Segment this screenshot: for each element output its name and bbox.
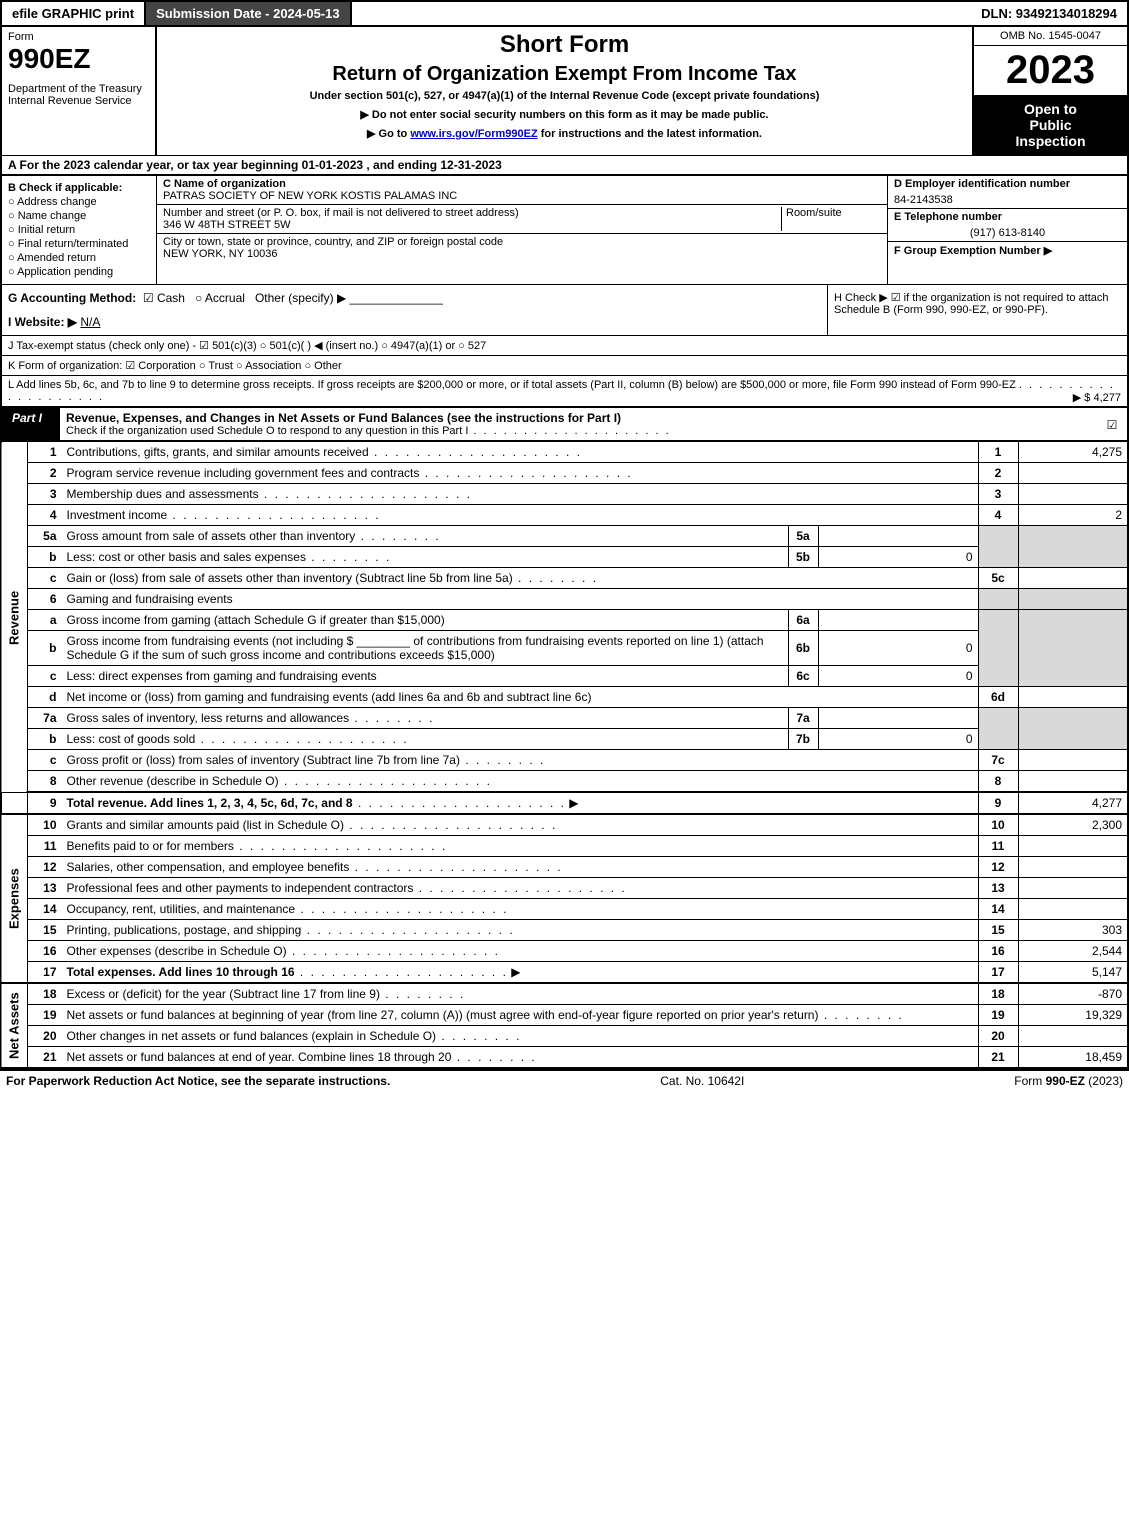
sec-i: I Website: ▶ N/A: [8, 315, 821, 329]
f-group-exemption: F Group Exemption Number ▶: [888, 241, 1127, 259]
open-inspection: Open to Public Inspection: [974, 95, 1127, 155]
line-16-val: 2,544: [1018, 941, 1128, 962]
chk-cash[interactable]: Cash: [143, 291, 185, 305]
sec-h: H Check ▶ ☑ if the organization is not r…: [827, 285, 1127, 335]
part1-title: Revenue, Expenses, and Changes in Net As…: [66, 411, 621, 425]
line-8-val: [1018, 771, 1128, 793]
line-1-num: 1: [28, 442, 62, 463]
sec-g: G Accounting Method: Cash ○ Accrual Othe…: [8, 291, 821, 305]
short-form-title: Short Form: [165, 31, 964, 59]
line-10-val: 2,300: [1018, 814, 1128, 836]
city-label: City or town, state or province, country…: [163, 236, 881, 248]
paperwork-notice: For Paperwork Reduction Act Notice, see …: [6, 1074, 390, 1088]
line-17-val: 5,147: [1018, 962, 1128, 984]
expenses-side-label: Expenses: [1, 814, 28, 983]
sec-j: J Tax-exempt status (check only one) - ☑…: [0, 336, 1129, 356]
omb-number: OMB No. 1545-0047: [974, 27, 1127, 46]
chk-application-pending[interactable]: Application pending: [8, 266, 150, 278]
irs-link[interactable]: www.irs.gov/Form990EZ: [410, 128, 537, 140]
top-bar: efile GRAPHIC print Submission Date - 20…: [0, 0, 1129, 27]
tax-year: 2023: [974, 46, 1127, 95]
part1-schedule-o-check[interactable]: ☑: [1097, 408, 1127, 440]
line-4-val: 2: [1018, 505, 1128, 526]
line-15-val: 303: [1018, 920, 1128, 941]
addr-label: Number and street (or P. O. box, if mail…: [163, 207, 781, 219]
line-21-val: 18,459: [1018, 1047, 1128, 1069]
line-20-val: [1018, 1026, 1128, 1047]
line-3-val: [1018, 484, 1128, 505]
sec-b-title: B Check if applicable:: [8, 182, 150, 194]
submission-date: Submission Date - 2024-05-13: [146, 2, 352, 25]
line-2-val: [1018, 463, 1128, 484]
block-bcdef: B Check if applicable: Address change Na…: [0, 176, 1129, 285]
line-6c-sub: 0: [818, 666, 978, 687]
chk-final-return[interactable]: Final return/terminated: [8, 238, 150, 250]
line-6d-val: [1018, 687, 1128, 708]
gross-receipts: ▶ $ 4,277: [1073, 391, 1121, 404]
goto-line: ▶ Go to www.irs.gov/Form990EZ for instru…: [165, 127, 964, 140]
sec-k: K Form of organization: ☑ Corporation ○ …: [0, 356, 1129, 376]
line-6b-sub: 0: [818, 631, 978, 666]
chk-address-change[interactable]: Address change: [8, 196, 150, 208]
section-a: A For the 2023 calendar year, or tax yea…: [0, 155, 1129, 176]
form-header: Form 990EZ Department of the Treasury In…: [0, 27, 1129, 155]
line-1-rnum: 1: [978, 442, 1018, 463]
block-ghi: G Accounting Method: Cash ○ Accrual Othe…: [0, 285, 1129, 336]
form-number: 990EZ: [8, 43, 149, 75]
line-7a-sub: [818, 708, 978, 729]
page-footer: For Paperwork Reduction Act Notice, see …: [0, 1069, 1129, 1091]
chk-accrual[interactable]: ○ Accrual: [195, 291, 245, 305]
org-name: PATRAS SOCIETY OF NEW YORK KOSTIS PALAMA…: [163, 190, 881, 202]
netassets-side-label: Net Assets: [1, 983, 28, 1068]
line-7c-val: [1018, 750, 1128, 771]
sec-l: L Add lines 5b, 6c, and 7b to line 9 to …: [0, 376, 1129, 407]
part1-header: Part I Revenue, Expenses, and Changes in…: [0, 407, 1129, 442]
lines-table: Revenue 1 Contributions, gifts, grants, …: [0, 442, 1129, 1069]
org-address: 346 W 48TH STREET 5W: [163, 219, 781, 231]
dept-treasury: Department of the Treasury: [8, 83, 149, 95]
subtitle: Under section 501(c), 527, or 4947(a)(1)…: [165, 90, 964, 102]
line-5b-sub: 0: [818, 547, 978, 568]
line-14-val: [1018, 899, 1128, 920]
d-ein: 84-2143538: [888, 192, 1127, 208]
form-word: Form: [8, 31, 149, 43]
line-11-val: [1018, 836, 1128, 857]
form-ref: Form 990-EZ (2023): [1014, 1074, 1123, 1088]
chk-name-change[interactable]: Name change: [8, 210, 150, 222]
line-9-val: 4,277: [1018, 792, 1128, 814]
line-6a-sub: [818, 610, 978, 631]
cat-no: Cat. No. 10642I: [660, 1074, 744, 1088]
e-phone-label: E Telephone number: [888, 208, 1127, 225]
revenue-side-label: Revenue: [1, 442, 28, 792]
c-name-label: C Name of organization: [163, 178, 881, 190]
chk-initial-return[interactable]: Initial return: [8, 224, 150, 236]
irs-label: Internal Revenue Service: [8, 95, 149, 107]
return-title: Return of Organization Exempt From Incom…: [165, 63, 964, 86]
line-5c-val: [1018, 568, 1128, 589]
line-18-val: -870: [1018, 983, 1128, 1005]
e-phone: (917) 613-8140: [888, 225, 1127, 241]
line-1-val: 4,275: [1018, 442, 1128, 463]
efile-print-button[interactable]: efile GRAPHIC print: [2, 2, 146, 25]
d-ein-label: D Employer identification number: [888, 176, 1127, 192]
ssn-warning: ▶ Do not enter social security numbers o…: [165, 108, 964, 121]
other-specify: Other (specify) ▶: [255, 291, 346, 305]
line-5a-sub: [818, 526, 978, 547]
chk-amended-return[interactable]: Amended return: [8, 252, 150, 264]
dln: DLN: 93492134018294: [971, 2, 1127, 25]
line-7b-sub: 0: [818, 729, 978, 750]
part1-sub: Check if the organization used Schedule …: [66, 425, 1091, 437]
line-19-val: 19,329: [1018, 1005, 1128, 1026]
room-suite-label: Room/suite: [781, 207, 881, 231]
website-val: N/A: [80, 315, 100, 329]
org-city: NEW YORK, NY 10036: [163, 248, 881, 260]
line-12-val: [1018, 857, 1128, 878]
line-13-val: [1018, 878, 1128, 899]
part1-label: Part I: [2, 408, 60, 440]
